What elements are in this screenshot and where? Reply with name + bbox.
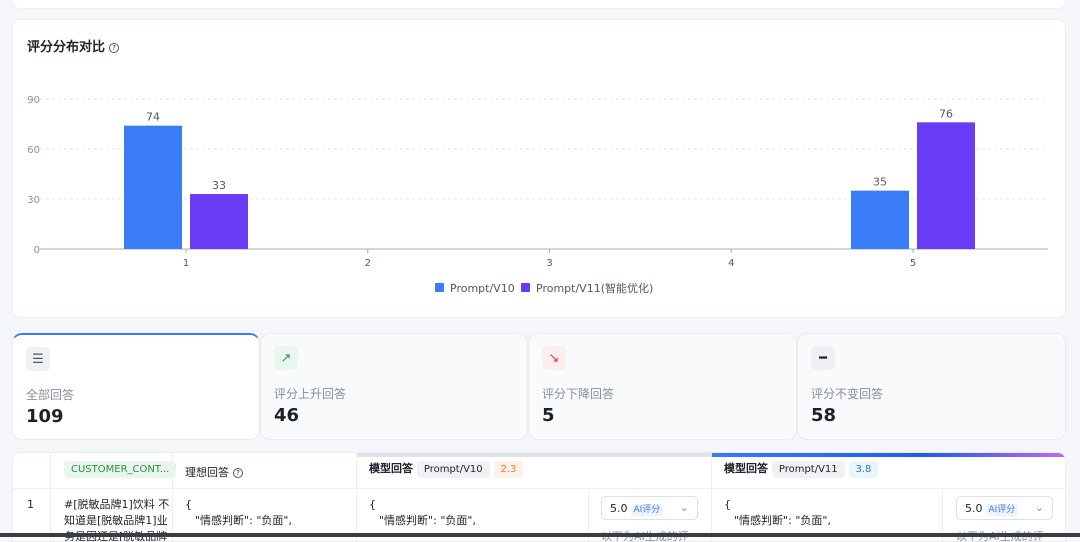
data-label: 35: [873, 176, 887, 189]
trend-down-icon: ↘: [542, 346, 566, 370]
x-tick-label: 1: [183, 258, 189, 269]
stat-card-all[interactable]: ☰ 全部回答 109: [12, 333, 260, 440]
v10-header-bar: [356, 453, 711, 457]
x-tick-label: 5: [910, 258, 916, 269]
bar-Prompt/V10-5[interactable]: [851, 190, 909, 249]
text-line: "情感判断": "负面",: [379, 514, 476, 527]
x-tick-label: 4: [728, 258, 734, 269]
text-line: {: [369, 498, 376, 511]
v10-score-badge: 2.3: [493, 461, 524, 478]
stat-value: 5: [542, 405, 555, 426]
text-line: "情感判断": "负面",: [734, 514, 831, 527]
text-line: {: [724, 498, 731, 511]
text-line: "情感判断": "负面",: [195, 514, 292, 527]
stat-label: 全部回答: [26, 388, 75, 402]
bar-Prompt/V11(智能优化)-1[interactable]: [190, 194, 248, 249]
list-icon: ☰: [26, 347, 50, 371]
v10-tag: Prompt/V10: [416, 461, 490, 478]
question-circle-icon[interactable]: ?: [109, 43, 120, 53]
stat-card-same[interactable]: ━ 评分不变回答 58: [797, 333, 1066, 440]
data-label: 33: [212, 179, 226, 192]
model-answer-label: 模型回答: [724, 462, 768, 475]
v10-header: 模型回答 Prompt/V10 2.3: [369, 460, 524, 478]
text-line: {: [185, 498, 192, 511]
ideal-answer: {"情感判断": "负面",: [185, 497, 292, 529]
v11-score-badge: 3.8: [848, 461, 879, 478]
model-answer-label: 模型回答: [369, 462, 413, 475]
text-line: #[脱敏品牌1]饮料 不: [64, 498, 170, 511]
score-value: 5.0: [610, 502, 628, 515]
y-tick-label: 90: [27, 95, 40, 106]
legend-swatch: [521, 283, 530, 292]
chevron-down-icon: ⌄: [1034, 501, 1044, 514]
y-tick-label: 60: [27, 145, 40, 156]
data-label: 76: [939, 107, 953, 120]
ideal-header-text: 理想回答: [185, 466, 229, 479]
v10-score-select[interactable]: 5.0 AI评分 ⌄: [601, 496, 698, 520]
x-tick-label: 3: [546, 258, 552, 269]
v11-score-select[interactable]: 5.0 AI评分 ⌄: [956, 496, 1053, 520]
bar-chart: 0 30 60 90 1 2 3 4 5 74 35 33 76 Prompt/V10 Prompt/V11…: [27, 95, 1048, 295]
text-line: 知道是[脱敏品牌1]业: [64, 514, 168, 527]
score-value: 5.0: [965, 502, 983, 515]
chevron-down-icon: ⌄: [679, 501, 689, 514]
stat-card-up[interactable]: ↗ 评分上升回答 46: [260, 333, 528, 440]
y-tick-label: 30: [27, 195, 40, 206]
question-circle-icon[interactable]: ?: [233, 468, 243, 478]
stat-label: 评分下降回答: [542, 387, 615, 401]
bar-Prompt/V10-1[interactable]: [124, 125, 182, 249]
minus-icon: ━: [811, 346, 835, 370]
stat-value: 109: [26, 406, 64, 427]
v10-answer: {"情感判断": "负面",: [369, 497, 476, 529]
stat-value: 58: [811, 405, 837, 426]
bar-Prompt/V11(智能优化)-5[interactable]: [917, 122, 975, 249]
stat-label: 评分不变回答: [811, 387, 884, 401]
row-index: 1: [27, 498, 34, 511]
chart-title-text: 评分分布对比: [27, 40, 106, 55]
stat-card-down[interactable]: ↘ 评分下降回答 5: [528, 333, 797, 440]
bottom-bar: [0, 533, 1080, 537]
stat-value: 46: [274, 405, 300, 426]
data-label: 74: [146, 111, 160, 124]
ai-score-tag: AI评分: [630, 504, 664, 516]
legend-item[interactable]: Prompt/V10: [450, 282, 515, 295]
y-tick-label: 0: [34, 245, 40, 256]
v11-header: 模型回答 Prompt/V11 3.8: [724, 460, 879, 478]
v11-tag: Prompt/V11: [771, 461, 845, 478]
ideal-answer-header: 理想回答?: [185, 464, 243, 480]
score-distribution-card: 评分分布对比?: [12, 19, 1066, 318]
legend-swatch: [435, 283, 444, 292]
comparison-table: CUSTOMER_CONT... 理想回答? 模型回答 Prompt/V10 2…: [12, 452, 1066, 542]
stat-label: 评分上升回答: [274, 387, 347, 401]
customer-column-tag[interactable]: CUSTOMER_CONT...: [64, 461, 177, 478]
v11-header-bar: [711, 453, 1065, 457]
legend-item[interactable]: Prompt/V11(智能优化): [536, 281, 653, 295]
chart-title: 评分分布对比?: [27, 36, 120, 55]
trend-up-icon: ↗: [274, 346, 298, 370]
v11-answer: {"情感判断": "负面",: [724, 497, 831, 529]
x-tick-label: 2: [365, 258, 371, 269]
ai-score-tag: AI评分: [985, 504, 1019, 516]
